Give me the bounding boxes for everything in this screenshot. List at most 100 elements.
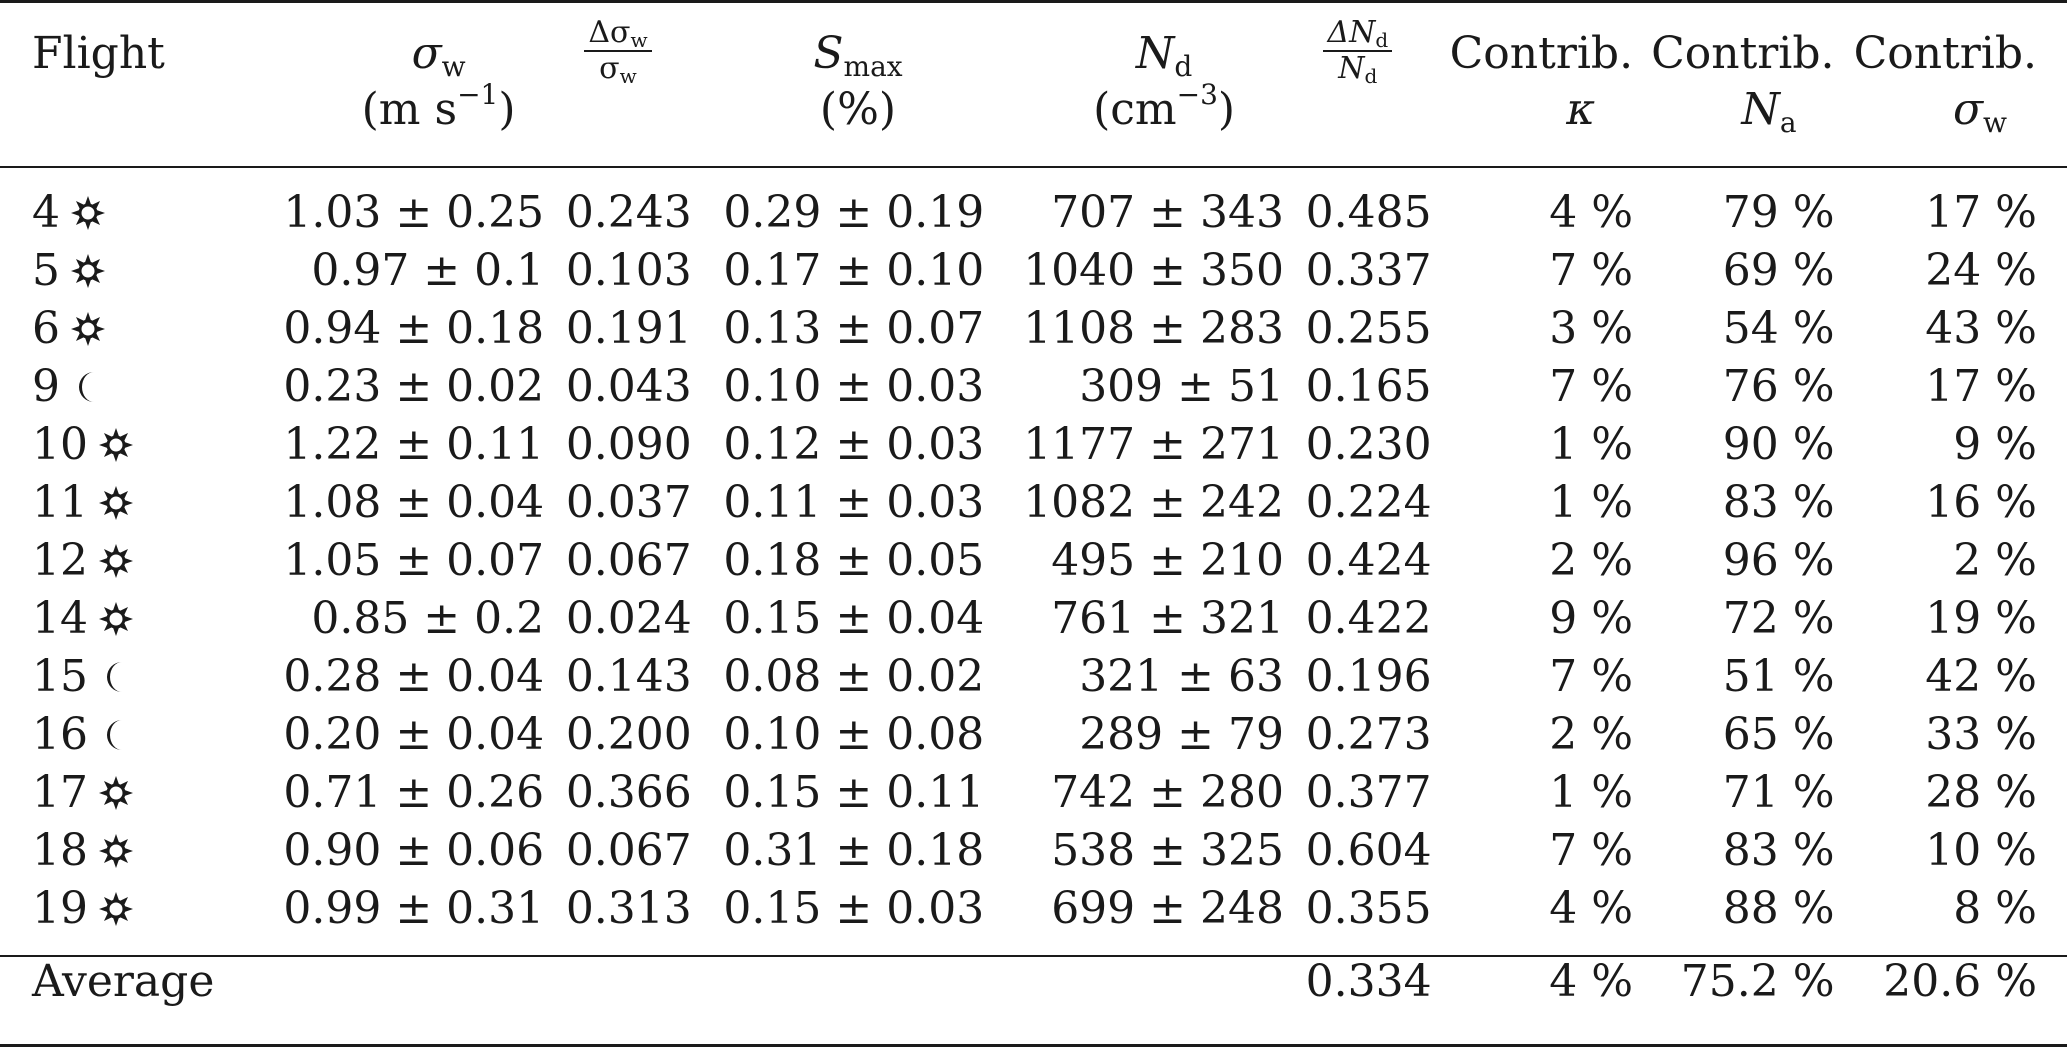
cell-smax: 0.08 ± 0.02 bbox=[723, 651, 985, 702]
cell-smax: 0.31 ± 0.18 bbox=[723, 825, 985, 876]
sun-icon bbox=[71, 312, 105, 346]
cell-sigma-w: 1.08 ± 0.04 bbox=[283, 477, 545, 528]
flight-statistics-table: Flight σw (m s−1) Δσw σw Smax (%) bbox=[0, 0, 2067, 1026]
cell-flight: 5 bbox=[0, 242, 223, 300]
average-dsw bbox=[544, 938, 692, 1026]
cell-contrib-na: 71 % bbox=[1722, 767, 1835, 818]
cell-flight: 17 bbox=[0, 764, 223, 822]
cell-contrib-na: 65 % bbox=[1722, 709, 1835, 760]
cell-contrib-kappa: 7 % bbox=[1549, 825, 1634, 876]
cell-delta-sigma-w-ratio: 0.043 bbox=[565, 361, 692, 412]
cell-contrib-na: 83 % bbox=[1722, 477, 1835, 528]
table-row: 15 0.28 ± 0.04 0.143 0.08 ± 0.02 321 ± 63 0.1… bbox=[0, 648, 2067, 706]
moon-icon bbox=[79, 372, 94, 402]
header-nd-symbol: N bbox=[1135, 28, 1175, 79]
cell-contrib-sigma-w: 43 % bbox=[1925, 303, 2037, 354]
cell-smax: 0.17 ± 0.10 bbox=[723, 245, 985, 296]
cell-delta-sigma-w-ratio: 0.067 bbox=[565, 825, 692, 876]
cell-sigma-w: 0.99 ± 0.31 bbox=[283, 883, 545, 934]
header-contrib-kappa: Contrib. κ bbox=[1432, 0, 1633, 168]
header-smax: Smax (%) bbox=[692, 0, 984, 168]
cell-nd: 707 ± 343 bbox=[1051, 187, 1284, 238]
sun-icon bbox=[99, 776, 133, 810]
cell-delta-nd-ratio: 0.196 bbox=[1305, 651, 1432, 702]
table-row: 14 0.85 ± 0.2 0.024 0.15 ± 0.04 761 ± 321 0.4… bbox=[0, 590, 2067, 648]
cell-smax: 0.11 ± 0.03 bbox=[723, 477, 985, 528]
cell-nd: 1082 ± 242 bbox=[1023, 477, 1284, 528]
sun-icon bbox=[71, 196, 105, 230]
cell-contrib-na: 88 % bbox=[1722, 883, 1835, 934]
top-rule bbox=[0, 0, 2067, 3]
cell-contrib-kappa: 1 % bbox=[1549, 477, 1634, 528]
cell-sigma-w: 0.20 ± 0.04 bbox=[283, 709, 545, 760]
cell-smax: 0.15 ± 0.03 bbox=[723, 883, 985, 934]
average-smax bbox=[692, 938, 984, 1026]
cell-contrib-sigma-w: 33 % bbox=[1925, 709, 2037, 760]
header-sigma-w-unit-close: ) bbox=[498, 84, 516, 135]
cell-sigma-w: 1.22 ± 0.11 bbox=[283, 419, 545, 470]
cell-nd: 309 ± 51 bbox=[1079, 361, 1284, 412]
table-body: 4 1.03 ± 0.25 0.243 0.29 ± 0.19 707 ± 343 0.4… bbox=[0, 168, 2067, 938]
cell-contrib-kappa: 9 % bbox=[1549, 593, 1634, 644]
average-label: Average bbox=[32, 956, 215, 1007]
cell-contrib-sigma-w: 2 % bbox=[1953, 535, 2037, 586]
frac-dsw-den-sub: w bbox=[619, 64, 637, 88]
cell-flight: 12 bbox=[0, 532, 223, 590]
cell-flight: 19 bbox=[0, 880, 223, 938]
header-nd-sub: d bbox=[1174, 50, 1193, 83]
cell-nd: 289 ± 79 bbox=[1079, 709, 1284, 760]
cell-delta-sigma-w-ratio: 0.103 bbox=[565, 245, 692, 296]
header-sigma-w-unit-exp: −1 bbox=[457, 78, 499, 111]
header-flight: Flight bbox=[0, 0, 223, 168]
flight-number: 6 bbox=[32, 303, 60, 354]
table-row: 19 0.99 ± 0.31 0.313 0.15 ± 0.03 699 ± 248 0.… bbox=[0, 880, 2067, 938]
flight-number: 19 bbox=[32, 883, 88, 934]
cell-contrib-kappa: 7 % bbox=[1549, 245, 1634, 296]
header-smax-symbol: S bbox=[813, 28, 844, 79]
cell-delta-nd-ratio: 0.424 bbox=[1305, 535, 1432, 586]
cell-contrib-na: 76 % bbox=[1722, 361, 1835, 412]
cell-contrib-kappa: 1 % bbox=[1549, 419, 1634, 470]
cell-contrib-kappa: 7 % bbox=[1549, 361, 1634, 412]
cell-nd: 1177 ± 271 bbox=[1023, 419, 1284, 470]
cell-delta-sigma-w-ratio: 0.143 bbox=[565, 651, 692, 702]
flight-number: 10 bbox=[32, 419, 88, 470]
cell-delta-nd-ratio: 0.224 bbox=[1305, 477, 1432, 528]
cell-delta-sigma-w-ratio: 0.243 bbox=[565, 187, 692, 238]
delta-nd-fraction: ΔNd Nd bbox=[1323, 18, 1393, 86]
header-delta-nd-ratio: ΔNd Nd bbox=[1284, 0, 1432, 168]
cell-smax: 0.15 ± 0.04 bbox=[723, 593, 985, 644]
cell-delta-nd-ratio: 0.273 bbox=[1305, 709, 1432, 760]
flight-number: 16 bbox=[32, 709, 88, 760]
cell-contrib-sigma-w: 16 % bbox=[1925, 477, 2037, 528]
average-dnd: 0.334 bbox=[1305, 956, 1432, 1007]
cell-sigma-w: 0.28 ± 0.04 bbox=[283, 651, 545, 702]
cell-nd: 1108 ± 283 bbox=[1023, 303, 1284, 354]
table-row: 11 1.08 ± 0.04 0.037 0.11 ± 0.03 1082 ± 242 0… bbox=[0, 474, 2067, 532]
sun-icon bbox=[99, 544, 133, 578]
delta-sigma-w-fraction: Δσw σw bbox=[584, 18, 652, 86]
cell-contrib-na: 72 % bbox=[1722, 593, 1835, 644]
header-nd-unit-close: ) bbox=[1217, 84, 1236, 135]
cell-smax: 0.10 ± 0.08 bbox=[723, 709, 985, 760]
sun-icon bbox=[99, 602, 133, 636]
cell-nd: 1040 ± 350 bbox=[1023, 245, 1284, 296]
cell-delta-sigma-w-ratio: 0.037 bbox=[565, 477, 692, 528]
cell-contrib-sigma-w: 9 % bbox=[1953, 419, 2037, 470]
cell-sigma-w: 0.90 ± 0.06 bbox=[283, 825, 545, 876]
cell-sigma-w: 0.97 ± 0.1 bbox=[311, 245, 545, 296]
bottom-rule bbox=[0, 1044, 2067, 1047]
header-contrib-na: Contrib. Na bbox=[1633, 0, 1834, 168]
header-contrib-sigma-w-label: Contrib. bbox=[1853, 28, 2037, 79]
average-contrib-na: 75.2 % bbox=[1680, 956, 1835, 1007]
cell-smax: 0.13 ± 0.07 bbox=[723, 303, 985, 354]
cell-delta-nd-ratio: 0.604 bbox=[1305, 825, 1432, 876]
header-csw-symbol: σ bbox=[1952, 84, 1984, 135]
sun-icon bbox=[99, 892, 133, 926]
cell-sigma-w: 0.23 ± 0.02 bbox=[283, 361, 545, 412]
cell-smax: 0.12 ± 0.03 bbox=[723, 419, 985, 470]
frac-dsw-den: σ bbox=[599, 51, 620, 86]
table-row: 5 0.97 ± 0.1 0.103 0.17 ± 0.10 1040 ± 350 0.3… bbox=[0, 242, 2067, 300]
moon-icon bbox=[107, 720, 122, 750]
